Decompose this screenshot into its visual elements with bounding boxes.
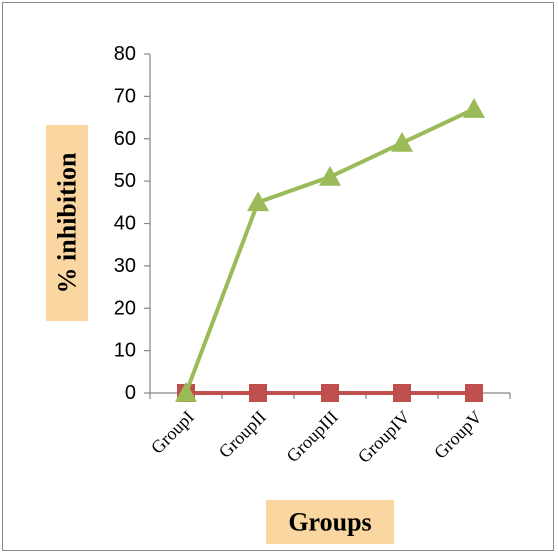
data-point-triangle xyxy=(175,382,197,402)
y-axis-title-background xyxy=(46,125,88,321)
data-point-triangle xyxy=(247,191,269,212)
y-tick-label: 20 xyxy=(114,297,136,319)
x-axis-title-group: Groups xyxy=(266,500,394,544)
y-tick-label: 80 xyxy=(114,43,136,65)
y-ticks: 0 10 20 30 40 50 60 70 80 xyxy=(114,43,150,404)
y-axis-title-group: % inhibition xyxy=(46,125,88,321)
y-axis-title: % inhibition xyxy=(53,152,82,293)
y-tick-label: 70 xyxy=(114,85,136,107)
x-tick-label: GroupII xyxy=(215,407,270,462)
data-point-square xyxy=(321,384,339,402)
y-tick-label: 40 xyxy=(114,213,136,235)
y-tick-label: 30 xyxy=(114,255,136,277)
x-axis-title-background xyxy=(266,500,394,544)
x-axis-title: Groups xyxy=(288,508,371,537)
data-point-triangle xyxy=(463,98,485,118)
data-point-triangle xyxy=(391,131,413,152)
x-tick-label: GroupIV xyxy=(354,407,414,467)
series-layer xyxy=(175,98,485,402)
x-tick-label: GroupV xyxy=(430,407,486,463)
y-tick-label: 50 xyxy=(114,170,136,192)
series-2 xyxy=(175,98,485,402)
data-point-triangle xyxy=(319,165,341,186)
data-point-square xyxy=(465,384,483,402)
series-1 xyxy=(177,384,483,402)
chart-frame xyxy=(2,2,554,551)
series-line xyxy=(184,107,475,394)
y-tick-label: 60 xyxy=(114,128,136,150)
data-point-square xyxy=(393,384,411,402)
data-point-square xyxy=(249,384,267,402)
y-tick-label: 10 xyxy=(114,340,136,362)
x-tick-label: GroupI xyxy=(147,407,198,458)
x-ticks: GroupI GroupII GroupIII GroupIV GroupV xyxy=(147,393,511,467)
y-tick-label: 0 xyxy=(125,382,136,404)
x-tick-label: GroupIII xyxy=(282,407,341,466)
